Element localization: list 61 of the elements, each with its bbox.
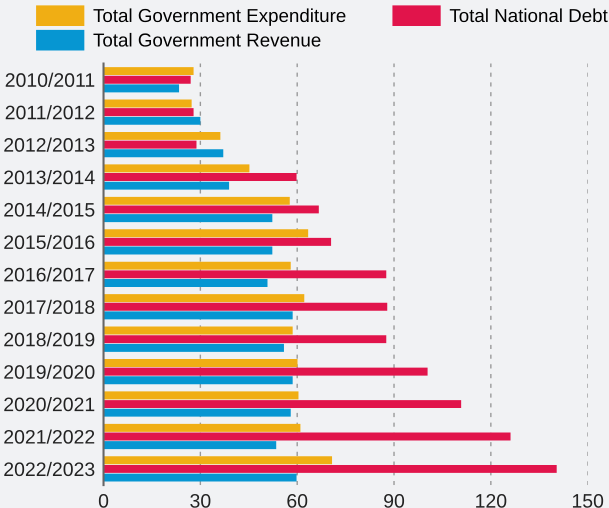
- bar: [104, 262, 291, 270]
- bar: [104, 326, 293, 335]
- bar: [104, 408, 291, 417]
- bar: [104, 376, 293, 384]
- bar: [104, 424, 300, 432]
- legend-label: Total Government Revenue: [93, 32, 320, 47]
- bar: [104, 344, 284, 352]
- bar: [104, 238, 332, 246]
- bar: [104, 140, 196, 149]
- y-tick-label: 2017/2018: [4, 300, 94, 314]
- bar: [104, 246, 272, 255]
- bar: [104, 311, 293, 320]
- bar: [104, 400, 462, 408]
- x-tick-label: 120: [476, 494, 506, 508]
- bar: [104, 335, 386, 344]
- legend-label: Total National Debt: [450, 8, 608, 22]
- bar: [104, 67, 194, 76]
- bar: [104, 84, 180, 92]
- x-tick-label: 60: [287, 494, 308, 508]
- bar: [104, 76, 191, 84]
- legend-label: Total Government Expenditure: [93, 8, 346, 26]
- y-tick-label: 2011/2012: [6, 105, 94, 120]
- bar: [104, 391, 298, 400]
- x-tick-label: 90: [384, 494, 404, 508]
- y-tick-label: 2010/2011: [6, 72, 94, 87]
- y-tick-label: 2022/2023: [4, 462, 94, 476]
- bar: [104, 302, 388, 311]
- bar: [104, 116, 200, 125]
- bar: [104, 464, 557, 473]
- y-tick-label: 2012/2013: [4, 138, 94, 152]
- y-tick-label: 2019/2020: [4, 364, 94, 379]
- bar: [104, 196, 290, 205]
- bar: [104, 294, 304, 302]
- bar: [104, 270, 386, 278]
- y-tick-label: 2016/2017: [4, 267, 94, 282]
- bar: [104, 164, 250, 172]
- y-tick-label: 2013/2014: [4, 170, 95, 184]
- bar: [104, 368, 428, 376]
- bar: [104, 132, 220, 140]
- bar: [104, 278, 268, 287]
- y-tick-label: 2020/2021: [4, 397, 94, 412]
- bar: [104, 100, 192, 108]
- bar: [104, 182, 230, 190]
- y-tick-label: 2021/2022: [4, 429, 94, 444]
- y-tick-label: 2015/2016: [4, 234, 94, 250]
- bar: [104, 205, 319, 214]
- bar: [104, 149, 224, 158]
- bar: [104, 108, 194, 116]
- bar: [104, 456, 332, 464]
- y-tick-label: 2014/2015: [4, 202, 94, 217]
- bar: [104, 432, 511, 440]
- x-tick-label: 0: [98, 494, 108, 508]
- x-tick-label: 30: [190, 494, 210, 508]
- bar: [104, 214, 272, 222]
- x-tick-label: 150: [572, 494, 604, 508]
- bar: [104, 441, 276, 450]
- bar: [104, 358, 298, 367]
- bar: [104, 173, 297, 181]
- bar: [104, 229, 308, 238]
- y-tick-label: 2018/2019: [4, 332, 94, 346]
- bar: [104, 474, 297, 482]
